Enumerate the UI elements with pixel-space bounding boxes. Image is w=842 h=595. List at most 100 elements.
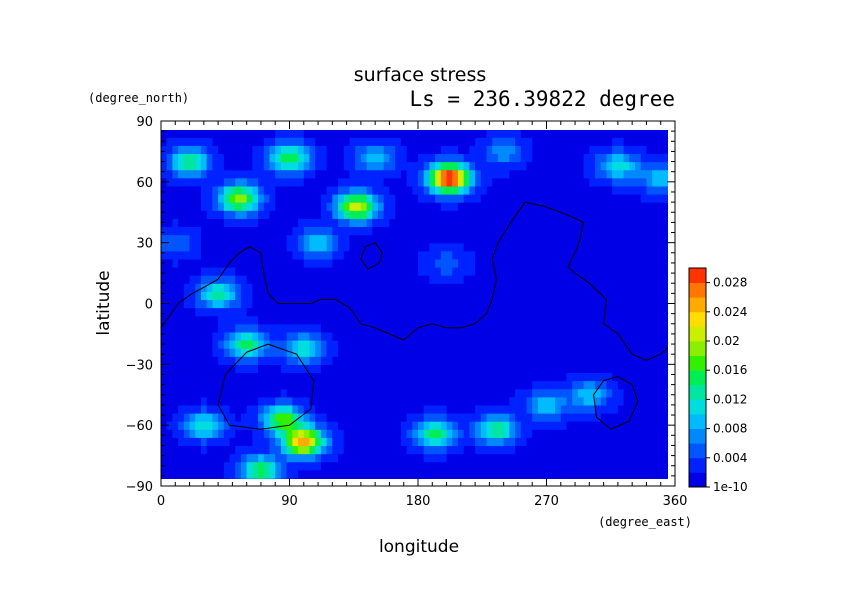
field-cell [378, 137, 385, 146]
field-cell [629, 388, 636, 398]
field-cell [389, 275, 396, 284]
field-cell [617, 364, 625, 374]
field-cell [475, 477, 482, 479]
field-cell [349, 177, 356, 187]
field-cell [206, 396, 213, 406]
field-cell [475, 121, 481, 130]
field-cell [629, 299, 636, 309]
field-cell [229, 340, 236, 349]
field-cell [360, 226, 368, 236]
field-cell [435, 185, 442, 195]
field-cell [206, 348, 213, 357]
field-cell [343, 226, 351, 236]
field-cell [378, 153, 385, 163]
field-cell [229, 453, 236, 463]
field-cell [515, 202, 522, 211]
field-cell [435, 177, 442, 187]
field-cell [303, 315, 311, 325]
field-cell [623, 348, 630, 357]
field-cell [383, 380, 391, 390]
field-cell [183, 469, 191, 479]
field-cell [166, 323, 174, 333]
field-cell [652, 445, 659, 455]
field-cell [320, 469, 328, 479]
y-tick-label: −30 [126, 358, 153, 373]
field-cell [320, 291, 328, 301]
field-cell [629, 453, 636, 463]
field-cell [235, 242, 242, 252]
field-cell [218, 291, 225, 301]
field-cell [349, 169, 356, 179]
field-cell [252, 226, 259, 236]
field-cell [480, 348, 488, 357]
field-cell [606, 161, 613, 171]
field-cell [640, 161, 648, 171]
field-cell [572, 202, 579, 211]
field-cell [360, 130, 368, 138]
field-cell [440, 242, 448, 252]
field-cell [189, 185, 196, 195]
field-cell [475, 299, 482, 309]
field-cell [389, 340, 396, 349]
field-cell [537, 250, 545, 260]
field-cell [412, 445, 419, 455]
field-cell [486, 429, 493, 438]
field-cell [583, 242, 590, 252]
field-cell [452, 340, 459, 349]
field-cell [286, 291, 293, 301]
field-cell [258, 348, 265, 357]
field-cell [463, 364, 470, 374]
field-cell [183, 315, 191, 325]
field-cell [360, 291, 368, 301]
field-cell [298, 307, 305, 317]
field-cell [629, 291, 636, 301]
field-cell [612, 161, 619, 171]
field-cell [412, 169, 419, 179]
field-cell [286, 437, 293, 447]
field-cell [235, 145, 242, 155]
field-cell [577, 437, 585, 447]
field-cell [338, 283, 345, 292]
field-cell [486, 169, 493, 179]
field-cell [206, 356, 213, 365]
field-cell [212, 307, 219, 317]
field-cell [269, 161, 276, 171]
field-cell [566, 169, 573, 179]
field-cell [515, 185, 522, 195]
field-cell [577, 348, 585, 357]
field-cell [183, 453, 191, 463]
field-cell [286, 307, 293, 317]
field-cell [418, 388, 425, 398]
field-cell [412, 226, 419, 236]
field-cell [612, 130, 619, 138]
field-cell [372, 283, 379, 292]
field-cell [423, 437, 431, 447]
field-cell [200, 364, 208, 374]
field-cell [537, 356, 545, 365]
field-cell [606, 477, 613, 479]
field-cell [303, 323, 311, 333]
field-cell [520, 250, 528, 260]
field-cell [172, 413, 179, 422]
field-cell [657, 404, 665, 414]
field-cell [429, 356, 436, 365]
field-cell [577, 226, 585, 236]
field-cell [640, 258, 648, 268]
field-cell [646, 323, 653, 333]
field-cell [640, 372, 648, 382]
field-cell [629, 275, 636, 284]
field-cell [343, 364, 351, 374]
field-cell [178, 445, 185, 455]
field-cell [326, 437, 333, 447]
field-cell [623, 413, 630, 422]
field-cell [526, 202, 533, 211]
field-cell [663, 291, 668, 301]
field-cell [338, 202, 345, 211]
field-cell [269, 218, 276, 228]
field-cell [555, 226, 562, 236]
field-cell [223, 218, 231, 228]
field-cell [298, 185, 305, 195]
field-cell [503, 421, 510, 430]
field-cell [577, 267, 585, 276]
field-cell [195, 218, 202, 228]
